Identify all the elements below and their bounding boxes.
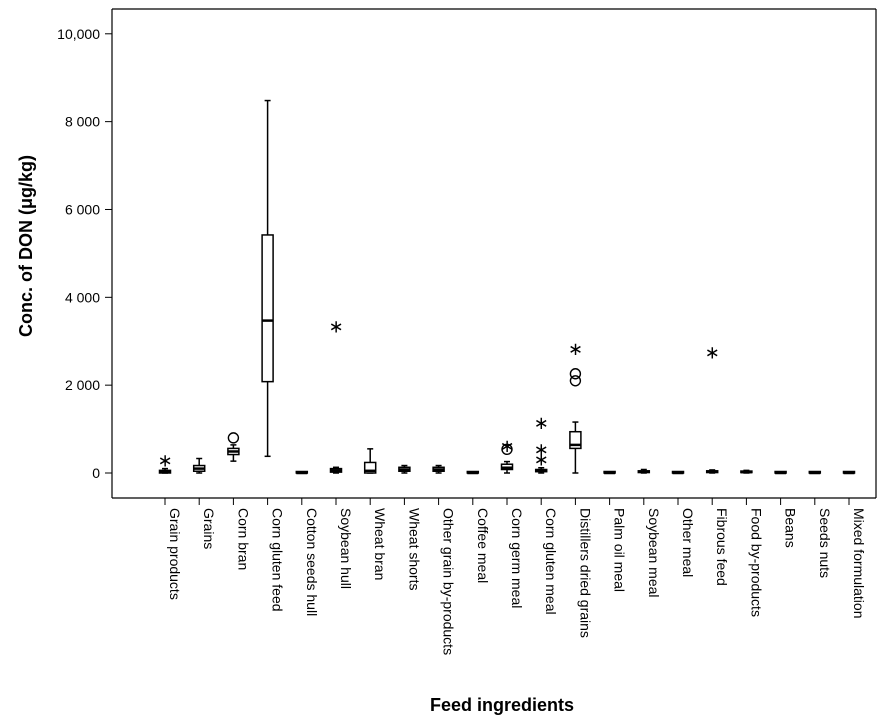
box-20	[808, 470, 822, 475]
x-axis-title: Feed ingredients	[430, 695, 574, 715]
box-19	[774, 470, 787, 475]
x-tick-label: Soybean hull	[338, 508, 354, 589]
box-body	[261, 234, 274, 383]
box-body	[363, 461, 377, 474]
x-tick-label: Grain products	[167, 508, 183, 600]
extreme-point: ∗	[157, 451, 172, 472]
box-series: ∗∗∗∗∗∗∗ ∗	[157, 99, 856, 475]
box-21	[842, 470, 856, 475]
x-tick-label: Corn gluten feed	[270, 508, 286, 612]
x-tick-label: Corn bran	[235, 508, 251, 570]
x-tick-label: Corn gluten meal	[543, 508, 559, 615]
extreme-point: ∗	[568, 339, 583, 360]
box-9	[432, 464, 445, 474]
y-tick-label: 0	[92, 465, 100, 481]
box-6: ∗	[328, 317, 344, 474]
box-10	[466, 470, 480, 475]
extreme-point: ∗	[534, 413, 549, 434]
x-tick-label: Other meal	[680, 508, 696, 577]
x-tick-label: Food by-products	[748, 508, 764, 617]
box-17: ∗	[705, 342, 720, 474]
box-1: ∗	[157, 451, 173, 474]
x-tick-label: Coffee meal	[475, 508, 491, 583]
x-tick-label: Wheat bran	[372, 508, 388, 580]
x-tick-label: Beans	[783, 508, 799, 548]
x-tick-label: Wheat shorts	[406, 508, 422, 590]
y-tick-label: 10,000	[57, 26, 100, 42]
box-3	[227, 432, 240, 462]
box-body	[569, 430, 582, 450]
y-axis-title: Conc. of DON (μg/kg)	[16, 155, 36, 337]
box-12: ∗∗∗	[534, 413, 549, 474]
x-axis-ticks: Grain products Grains Corn bran Corn gluten…	[164, 498, 867, 655]
box-4	[261, 99, 274, 458]
box-8	[398, 464, 411, 474]
y-tick-label: 2 000	[65, 377, 100, 393]
box-15	[637, 468, 651, 474]
x-tick-label: Palm oil meal	[612, 508, 628, 592]
x-tick-label: Mixed formulation	[851, 508, 867, 619]
box-13: ∗	[568, 339, 583, 474]
outlier-point	[569, 368, 582, 380]
extreme-point: ∗	[499, 436, 514, 457]
y-tick-label: 8 000	[65, 114, 100, 130]
y-tick-label: 4 000	[65, 289, 100, 305]
outlier-point	[501, 443, 513, 455]
box-11: ∗	[499, 436, 515, 474]
x-tick-label: Corn germ meal	[509, 508, 525, 608]
x-tick-label: Fibrous feed	[714, 508, 730, 586]
extreme-point: ∗	[328, 317, 343, 338]
box-18	[740, 469, 753, 474]
box-14	[603, 470, 616, 475]
x-tick-label: Distillers dried grains	[577, 508, 593, 638]
y-axis-ticks: 0 2 000 4 000 6 000 8 000 10,000	[57, 26, 112, 481]
box-5	[295, 470, 309, 475]
x-tick-label: Soybean meal	[646, 508, 662, 598]
box-2	[192, 457, 206, 474]
plot-area	[111, 8, 877, 499]
x-tick-label: Other grain by-products	[441, 508, 457, 655]
y-tick-label: 6 000	[65, 201, 100, 217]
x-tick-label: Grains	[201, 508, 217, 549]
box-7	[363, 448, 377, 474]
outlier-point	[569, 375, 582, 387]
extreme-point: ∗	[705, 342, 720, 363]
box-16	[671, 470, 685, 475]
extreme-point: ∗	[534, 450, 549, 471]
outlier-point	[227, 432, 240, 444]
x-tick-label: Seeds nuts	[817, 508, 833, 578]
x-tick-label: Cotton seeds hull	[304, 508, 320, 616]
extreme-point: ∗	[534, 440, 549, 461]
